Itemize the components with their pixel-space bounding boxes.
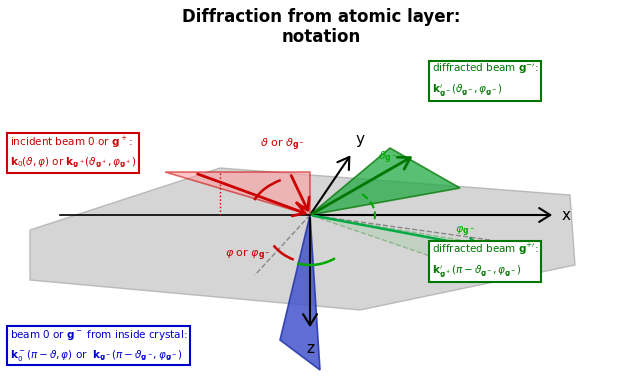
- Polygon shape: [310, 148, 460, 215]
- Text: y: y: [355, 132, 364, 147]
- Polygon shape: [30, 168, 575, 310]
- Text: $\varphi$ or $\varphi_{\mathbf{g}^-}$: $\varphi$ or $\varphi_{\mathbf{g}^-}$: [225, 247, 271, 263]
- Text: x: x: [562, 208, 571, 223]
- Text: $\varphi_{\mathbf{g}^-}$: $\varphi_{\mathbf{g}^-}$: [455, 224, 475, 239]
- Text: notation: notation: [282, 28, 361, 46]
- Text: diffracted beam $\mathbf{g}^{-\prime}$:
$\mathbf{k}_{\mathbf{g}^-}'(\vartheta_{\: diffracted beam $\mathbf{g}^{-\prime}$: …: [432, 62, 538, 98]
- Text: diffracted beam $\mathbf{g}^{+\prime}$:
$\mathbf{k}_{\mathbf{g}^+}'(\pi-\varthet: diffracted beam $\mathbf{g}^{+\prime}$: …: [432, 242, 538, 280]
- Text: Diffraction from atomic layer:: Diffraction from atomic layer:: [182, 8, 461, 26]
- Polygon shape: [165, 172, 310, 215]
- Polygon shape: [280, 215, 320, 370]
- Text: $\vartheta$ or $\vartheta_{\mathbf{g}^-}$: $\vartheta$ or $\vartheta_{\mathbf{g}^-}…: [260, 136, 305, 153]
- Text: beam 0 or $\mathbf{g}^-$ from inside crystal:
$\mathbf{k}_0^-(\pi-\vartheta,\var: beam 0 or $\mathbf{g}^-$ from inside cry…: [10, 328, 188, 363]
- Text: $\vartheta_{\mathbf{g}^-}$: $\vartheta_{\mathbf{g}^-}$: [378, 149, 397, 166]
- Text: incident beam 0 or $\mathbf{g}^+$:
$\mathbf{k}_0(\vartheta,\varphi)$ or $\mathbf: incident beam 0 or $\mathbf{g}^+$: $\mat…: [10, 135, 136, 170]
- Text: z: z: [306, 341, 314, 356]
- Polygon shape: [310, 215, 500, 280]
